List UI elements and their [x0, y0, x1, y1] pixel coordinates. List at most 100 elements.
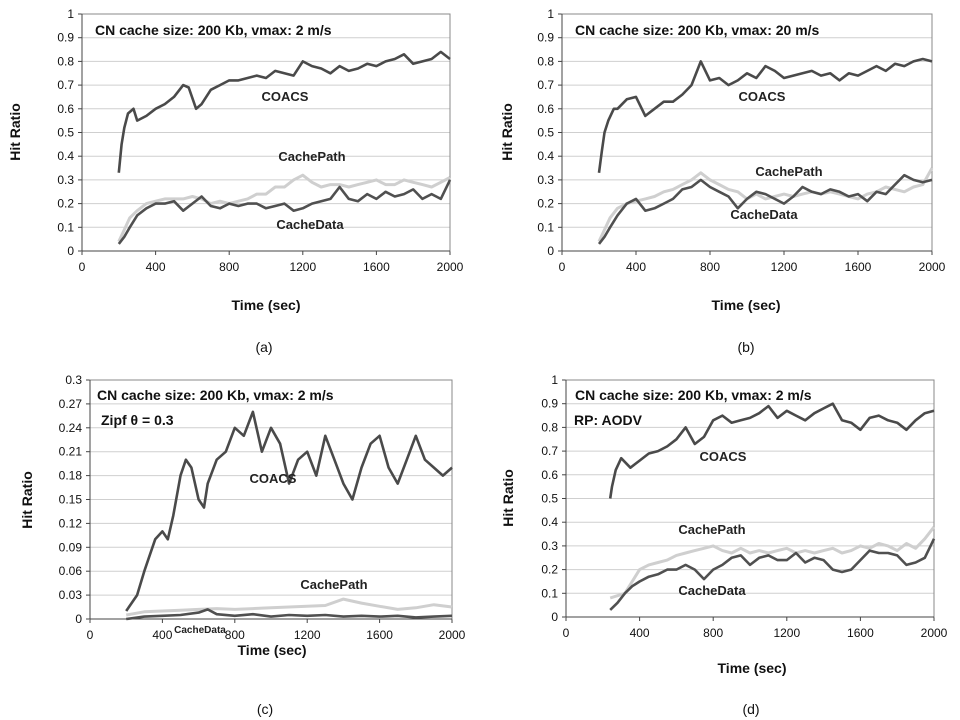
- y-tick-label: 0.9: [57, 31, 74, 45]
- y-tick-label: 0.18: [59, 469, 83, 483]
- y-tick-label: 0.1: [541, 586, 558, 600]
- x-tick-label: 1200: [771, 260, 798, 274]
- y-tick-label: 0.5: [57, 126, 74, 140]
- x-tick-label: 400: [626, 260, 646, 274]
- y-tick-label: 0.1: [57, 220, 74, 234]
- x-axis-title: Time (sec): [712, 297, 781, 313]
- y-tick-label: 0.4: [541, 515, 558, 529]
- series-line-coacs: [117, 50, 451, 173]
- panel-caption: (a): [255, 339, 272, 355]
- series-label-coacs: COACS: [739, 89, 786, 104]
- panel-caption: (b): [737, 339, 754, 355]
- y-axis-title: Hit Ratio: [499, 103, 515, 161]
- series-line-coacs: [608, 402, 935, 499]
- y-tick-label: 0.24: [59, 421, 83, 435]
- y-tick-label: 0.7: [57, 78, 74, 92]
- series-line-cachepath: [597, 167, 934, 243]
- x-tick-label: 2000: [919, 260, 946, 274]
- x-tick-label: 1600: [847, 626, 874, 640]
- panel-caption: (d): [742, 701, 759, 717]
- series-label-cachedata: CacheData: [678, 583, 746, 598]
- y-tick-label: 0.4: [537, 149, 554, 163]
- annotation-extra: Zipf θ = 0.3: [101, 412, 174, 428]
- x-tick-label: 2000: [437, 260, 464, 274]
- y-tick-label: 0.8: [541, 420, 558, 434]
- y-tick-label: 0.9: [541, 397, 558, 411]
- series-line-cachedata: [117, 179, 452, 245]
- annotation-config: CN cache size: 200 Kb, vmax: 2 m/s: [575, 387, 812, 403]
- x-tick-label: 1600: [363, 260, 390, 274]
- y-tick-label: 0.2: [537, 197, 554, 211]
- y-tick-label: 1: [547, 7, 554, 21]
- y-axis-title: Hit Ratio: [19, 471, 35, 529]
- series-label-coacs: COACS: [262, 89, 309, 104]
- y-tick-label: 0: [551, 610, 558, 624]
- y-tick-label: 0: [67, 244, 74, 258]
- x-axis-title: Time (sec): [718, 660, 787, 676]
- x-tick-label: 1600: [366, 628, 393, 642]
- y-tick-label: 0.4: [57, 149, 74, 163]
- x-tick-label: 2000: [439, 628, 466, 642]
- y-tick-label: 1: [67, 7, 74, 21]
- y-tick-label: 0: [75, 612, 82, 626]
- y-tick-label: 0.03: [59, 588, 83, 602]
- x-tick-label: 1200: [773, 626, 800, 640]
- series-label-cachedata: CacheData: [174, 625, 226, 636]
- y-axis-title: Hit Ratio: [7, 103, 23, 161]
- series-label-cachedata: CacheData: [730, 207, 798, 222]
- chart-panel-d: 0 0.1 0.2 0.3 0.4 0.5 0.6 0.7 0.8 0.9 1 0 400 800 1200…: [500, 373, 948, 717]
- y-tick-label: 0.09: [59, 540, 83, 554]
- series-label-cachepath: CachePath: [278, 149, 345, 164]
- y-tick-label: 0.21: [59, 445, 83, 459]
- y-tick-label: 0.12: [59, 516, 83, 530]
- x-tick-label: 800: [225, 628, 245, 642]
- series-label-cachepath: CachePath: [755, 164, 822, 179]
- series-label-cachepath: CachePath: [300, 577, 367, 592]
- series-line-cachepath: [125, 597, 453, 617]
- y-tick-label: 0.2: [57, 197, 74, 211]
- chart-panel-a: 0 0.1 0.2 0.3 0.4 0.5 0.6 0.7 0.8 0.9 1 0 400 800 1200…: [7, 7, 464, 355]
- y-tick-label: 0.7: [541, 444, 558, 458]
- x-axis-title: Time (sec): [238, 642, 307, 658]
- chart-panel-b: 0 0.1 0.2 0.3 0.4 0.5 0.6 0.7 0.8 0.9 1 0 400 800 1200…: [499, 7, 946, 355]
- series-line-cachedata: [126, 608, 453, 621]
- x-tick-label: 1200: [294, 628, 321, 642]
- annotation-config: CN cache size: 200 Kb, vmax: 20 m/s: [575, 22, 820, 38]
- x-tick-label: 0: [563, 626, 570, 640]
- series-line-coacs: [597, 57, 933, 173]
- y-tick-label: 0.5: [537, 126, 554, 140]
- x-tick-label: 800: [703, 626, 723, 640]
- x-tick-label: 1600: [845, 260, 872, 274]
- x-axis-title: Time (sec): [232, 297, 301, 313]
- y-tick-label: 0: [547, 244, 554, 258]
- y-tick-label: 0.7: [537, 78, 554, 92]
- annotation-config: CN cache size: 200 Kb, vmax: 2 m/s: [97, 387, 334, 403]
- annotation-config: CN cache size: 200 Kb, vmax: 2 m/s: [95, 22, 332, 38]
- annotation-extra: RP: AODV: [574, 412, 643, 428]
- y-tick-label: 0.2: [541, 563, 558, 577]
- y-tick-label: 0.3: [57, 173, 74, 187]
- y-tick-label: 0.3: [537, 173, 554, 187]
- series-line-cachedata: [609, 538, 936, 611]
- y-tick-label: 0.8: [57, 54, 74, 68]
- y-tick-label: 0.6: [537, 102, 554, 116]
- series-line-cachepath: [117, 173, 451, 243]
- y-tick-label: 0.8: [537, 54, 554, 68]
- x-tick-label: 400: [152, 628, 172, 642]
- y-tick-label: 0.6: [57, 102, 74, 116]
- series-label-coacs: COACS: [250, 471, 297, 486]
- y-tick-label: 0.5: [541, 492, 558, 506]
- y-tick-label: 1: [551, 373, 558, 387]
- series-line-cachepath: [609, 525, 936, 600]
- x-tick-label: 400: [146, 260, 166, 274]
- y-tick-label: 0.3: [541, 539, 558, 553]
- y-tick-label: 0.27: [59, 397, 83, 411]
- series-label-cachedata: CacheData: [276, 217, 344, 232]
- y-tick-label: 0.9: [537, 31, 554, 45]
- x-tick-label: 800: [700, 260, 720, 274]
- y-tick-label: 0.06: [59, 564, 83, 578]
- x-tick-label: 0: [87, 628, 94, 642]
- series-label-coacs: COACS: [700, 449, 747, 464]
- y-tick-label: 0.6: [541, 468, 558, 482]
